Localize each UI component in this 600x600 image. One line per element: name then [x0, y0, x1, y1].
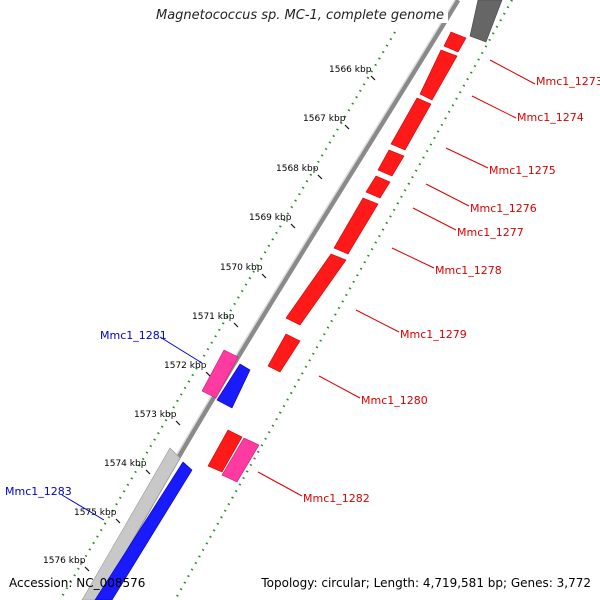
gene-arrow-mmc1-1280[interactable]: [267, 333, 301, 373]
gene-arrow-mmc1-1274[interactable]: [419, 49, 458, 101]
gene-arrow-mmc1-1281[interactable]: [216, 363, 251, 409]
gene-leader-line: [425, 183, 470, 207]
tick-ruler: [59, 0, 513, 600]
gene-arrow-grey-bottom: [81, 447, 181, 600]
gene-label[interactable]: Mmc1_1278: [435, 264, 502, 277]
gene-leader-line: [412, 207, 457, 231]
gene-label[interactable]: Mmc1_1275: [489, 164, 556, 177]
gene-arrow-mmc1-1273[interactable]: [443, 31, 467, 53]
gene-label[interactable]: Mmc1_1279: [400, 328, 467, 341]
gene-label[interactable]: Mmc1_1274: [517, 111, 584, 124]
tick-mark: [84, 566, 90, 572]
map-title: Magnetococcus sp. MC-1, complete genome: [0, 8, 600, 23]
gene-arrow-mmc1-1276[interactable]: [377, 149, 405, 177]
gene-arrow-mmc1-1279[interactable]: [285, 253, 347, 326]
gene-label[interactable]: Mmc1_1273: [536, 75, 600, 88]
tick-label: 1575 kbp: [74, 508, 117, 518]
gene-label[interactable]: Mmc1_1277: [457, 226, 524, 239]
gene-arrow-grey-top: [469, 0, 503, 43]
accession-text: Accession: NC_008576: [9, 576, 146, 590]
tick-label: 1572 kbp: [164, 361, 207, 371]
tick-mark: [175, 420, 181, 426]
gene-label[interactable]: Mmc1_1276: [470, 202, 537, 215]
gene-label[interactable]: Mmc1_1283: [5, 485, 72, 498]
tick-label: 1566 kbp: [329, 65, 372, 75]
gene-arrow-mmc1-1275[interactable]: [390, 97, 432, 151]
gene-leader-line: [489, 59, 536, 85]
gene-leader-line: [159, 336, 203, 364]
tick-mark: [233, 322, 239, 328]
tick-mark: [115, 518, 121, 524]
tick-label: 1570 kbp: [220, 263, 263, 273]
tick-label: 1568 kbp: [276, 164, 319, 174]
tick-label: 1576 kbp: [43, 556, 86, 566]
gene-arrow-mmc1-1281-pink[interactable]: [201, 349, 239, 399]
gene-arrow-mmc1-1278[interactable]: [333, 197, 379, 255]
gene-label[interactable]: Mmc1_1282: [303, 492, 370, 505]
gene-arrow-mmc1-1277[interactable]: [365, 175, 391, 199]
tick-label: 1569 kbp: [249, 213, 292, 223]
gene-leader-line: [61, 494, 105, 521]
gene-leader-line: [355, 309, 400, 333]
gene-leader-line: [257, 471, 303, 497]
tick-mark: [370, 75, 376, 81]
tick-labels: 1566 kbp 1567 kbp 1568 kbp 1569 kbp 1570 kbp…: [43, 65, 376, 572]
gene-labels: Mmc1_1273 Mmc1_1274 Mmc1_1275 Mmc1_1276 Mmc1…: [5, 59, 600, 521]
gene-arrow-mmc1-1283[interactable]: [94, 461, 193, 600]
tick-label: 1571 kbp: [192, 312, 235, 322]
gene-leader-line: [445, 147, 489, 169]
tick-mark: [145, 469, 151, 475]
tick-mark: [317, 174, 323, 180]
gene-leader-line: [391, 247, 435, 269]
gene-label[interactable]: Mmc1_1280: [361, 394, 428, 407]
gene-arrow-mmc1-1282-red[interactable]: [207, 429, 243, 473]
gene-leader-line: [471, 95, 517, 119]
tick-label: 1567 kbp: [303, 114, 346, 124]
reverse-gene-track: [81, 0, 503, 600]
forward-gene-track: [207, 31, 467, 483]
gene-label[interactable]: Mmc1_1281: [100, 329, 167, 342]
tick-label: 1574 kbp: [104, 459, 147, 469]
genome-summary-text: Topology: circular; Length: 4,719,581 bp…: [261, 576, 591, 590]
backbone-track: [95, 0, 461, 600]
tick-mark: [205, 371, 211, 377]
tick-mark: [290, 223, 296, 229]
gene-leader-line: [318, 375, 361, 399]
tick-mark: [344, 124, 350, 130]
tick-mark: [261, 273, 267, 279]
tick-dotted-line-inner: [174, 0, 513, 600]
gene-arrow-mmc1-1282[interactable]: [221, 437, 260, 483]
tick-label: 1573 kbp: [134, 410, 177, 420]
